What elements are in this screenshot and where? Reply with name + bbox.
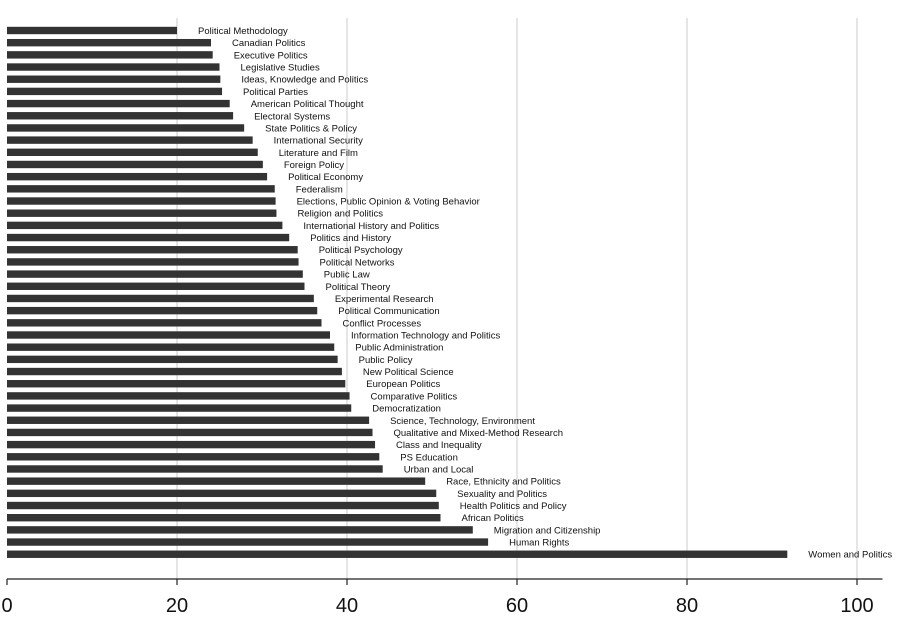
bar-label: Religion and Politics [297,209,383,220]
bar [7,148,258,156]
bar-label: Literature and Film [279,148,358,159]
bar-label: Executive Politics [234,50,308,61]
bar-label: Health Politics and Policy [460,501,567,512]
bar [7,416,370,424]
bar [7,465,383,473]
bar-label: Political Psychology [319,245,403,256]
bar [7,38,211,47]
bar-label: Public Administration [355,343,443,354]
bar-label: Political Methodology [198,26,288,37]
bar [7,185,275,193]
bar [7,270,303,278]
bar-label: Political Economy [288,172,363,183]
bar-label: Women and Politics [808,550,892,561]
bar-label: Federalism [296,184,343,195]
bar [7,99,230,108]
bar-label: PS Education [400,452,458,463]
bar-label: Political Networks [320,257,395,268]
bar [7,526,473,534]
bar [7,343,335,351]
bar-label: Foreign Policy [284,160,344,171]
bar-label: Political Theory [326,282,391,293]
bar [7,392,350,400]
bar-label: African Politics [462,513,525,524]
bar-label: Science, Technology, Environment [390,416,535,427]
bar [7,136,253,144]
bar [7,197,276,205]
bar [7,514,441,522]
x-tick-label: 60 [506,595,528,617]
bar [7,306,318,315]
bar [7,294,314,303]
bar-label: Legislative Studies [241,63,320,74]
bar-label: New Political Science [363,367,454,378]
bar-label: Canadian Politics [232,38,306,49]
bar [7,51,213,59]
bar-label: Politics and History [310,233,391,244]
bar-label: Ideas, Knowledge and Politics [241,75,368,86]
bar-label: Class and Inequality [396,440,482,451]
bar-label: Experimental Research [335,294,434,305]
bar [7,501,439,510]
bar [7,355,338,364]
bar [7,75,221,83]
bar [7,404,352,412]
bar [7,172,268,181]
bar [7,331,330,339]
bar-label: Political Communication [338,306,439,317]
grid-lines [176,18,858,579]
bar [7,538,489,546]
bar-label: Comparative Politics [371,391,458,402]
bar-label: Political Parties [243,87,308,98]
bar-label: Democratization [372,404,441,415]
bar-label: International Security [274,136,363,147]
bar-label: Public Law [324,270,370,281]
bar [7,440,376,449]
bar [7,26,177,35]
bar [7,63,220,71]
x-tick-label: 100 [840,595,873,617]
bar-label: Qualitative and Mixed-Method Research [394,428,564,439]
bar [7,246,298,254]
bar-label: Information Technology and Politics [351,331,501,342]
bar-label: European Politics [366,379,440,390]
bar [7,550,788,558]
bar [7,380,346,388]
bar-label: International History and Politics [303,221,439,232]
x-tick-label: 80 [676,595,698,617]
bar [7,319,322,327]
bar [7,87,223,96]
x-tick-label: 20 [166,595,188,617]
x-tick-label: 0 [1,595,12,617]
bar [7,160,263,169]
bar [7,367,342,376]
x-axis-ticks: 0 20 40 60 80 100 [1,579,874,617]
bar [7,233,290,242]
bar-label: Race, Ethnicity and Politics [446,477,561,488]
bar-label: Public Policy [359,355,413,366]
bar-label: State Politics & Policy [265,123,357,134]
bar-label: Conflict Processes [343,318,422,329]
bar-label: Migration and Citizenship [494,525,601,536]
bar [7,209,277,217]
bars [7,26,788,558]
bar-label: Elections, Public Opinion & Voting Behav… [297,197,480,208]
bar [7,112,234,120]
x-tick-label: 40 [336,595,358,617]
bar-label: Electoral Systems [254,111,330,122]
bar-label: American Political Thought [251,99,364,110]
bar [7,221,283,230]
bar [7,124,245,132]
bar-label: Sexuality and Politics [457,489,547,500]
bar [7,453,380,461]
bar-label: Urban and Local [404,464,474,475]
bar-label: Human Rights [509,538,569,549]
bar [7,258,299,266]
bar [7,282,305,290]
bar [7,489,437,498]
bar [7,428,373,437]
bar [7,477,426,485]
